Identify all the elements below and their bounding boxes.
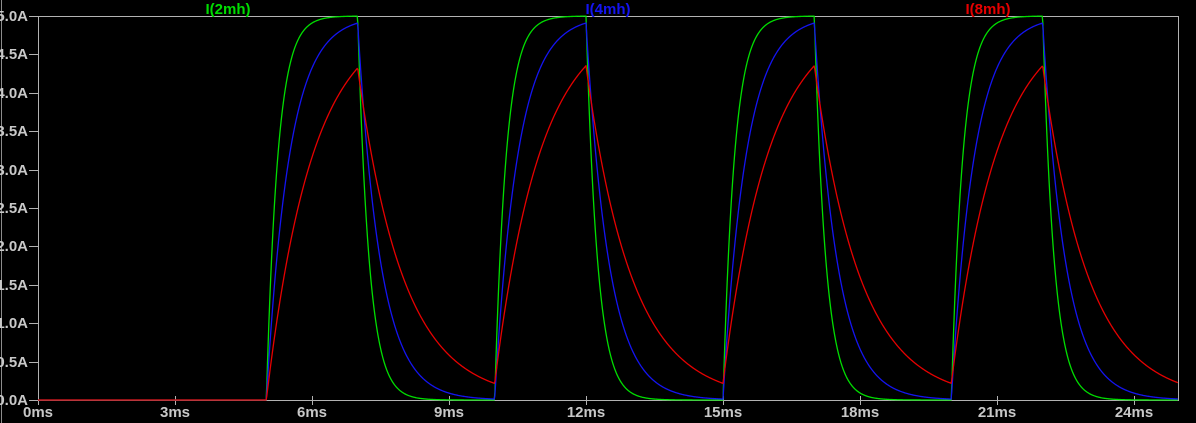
y-axis-label-0.0A: 0.0A bbox=[0, 392, 28, 409]
y-axis-label-2.5A: 2.5A bbox=[0, 200, 28, 217]
trace-I(8mh) bbox=[38, 65, 1179, 401]
plot-border bbox=[38, 16, 1179, 401]
y-axis-label-3.5A: 3.5A bbox=[0, 123, 28, 140]
legend-item-I(2mh)[interactable]: I(2mh) bbox=[206, 1, 251, 18]
legend-item-I(4mh)[interactable]: I(4mh) bbox=[586, 1, 631, 18]
x-axis-label-3ms: 3ms bbox=[160, 404, 190, 421]
x-axis-label-18ms: 18ms bbox=[841, 404, 879, 421]
x-axis-label-6ms: 6ms bbox=[297, 404, 327, 421]
x-axis-label-21ms: 21ms bbox=[978, 404, 1016, 421]
y-axis-label-4.5A: 4.5A bbox=[0, 46, 28, 63]
x-axis-label-9ms: 9ms bbox=[434, 404, 464, 421]
x-axis-label-0ms: 0ms bbox=[23, 404, 53, 421]
x-axis-label-12ms: 12ms bbox=[567, 404, 605, 421]
y-axis-label-0.5A: 0.5A bbox=[0, 354, 28, 371]
y-axis-label-4.0A: 4.0A bbox=[0, 85, 28, 102]
y-axis-label-1.5A: 1.5A bbox=[0, 277, 28, 294]
y-axis-label-2.0A: 2.0A bbox=[0, 238, 28, 255]
x-axis-label-24ms: 24ms bbox=[1115, 404, 1153, 421]
y-axis-label-3.0A: 3.0A bbox=[0, 162, 28, 179]
y-axis-label-1.0A: 1.0A bbox=[0, 315, 28, 332]
legend-item-I(8mh)[interactable]: I(8mh) bbox=[966, 1, 1011, 18]
x-axis-label-15ms: 15ms bbox=[704, 404, 742, 421]
y-axis-label-5.0A: 5.0A bbox=[0, 8, 28, 25]
